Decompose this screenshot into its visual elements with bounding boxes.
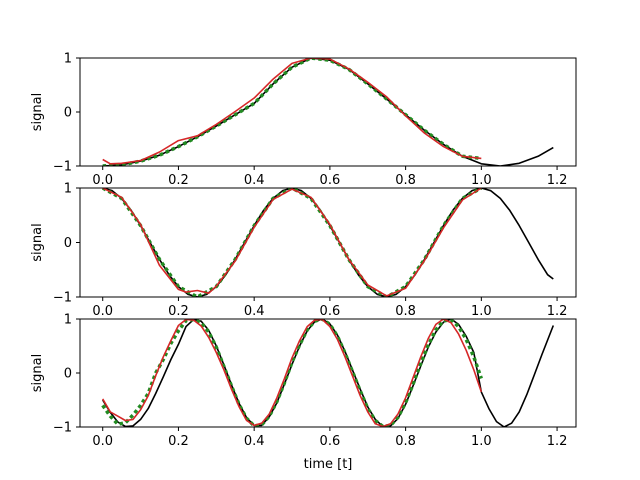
series-line-3: [102, 188, 482, 297]
y-tick-label: 1: [64, 52, 72, 67]
x-tick-label: 0.2: [168, 304, 189, 319]
y-tick-label: 0: [64, 367, 72, 382]
y-tick-label: 1: [64, 313, 72, 328]
x-tick-label: 0.6: [320, 304, 341, 319]
y-tick-label: −1: [53, 291, 72, 306]
series-line-2: [102, 58, 482, 166]
axes-frame: [79, 57, 577, 167]
x-tick-label: 0.0: [92, 304, 113, 319]
y-tick-label: 0: [64, 236, 72, 251]
y-tick-label: −1: [53, 421, 72, 436]
series-line-2: [101, 319, 483, 427]
y-tick-label: 1: [64, 182, 72, 197]
subplot-1: 0.0 0.2 0.4 0.6 0.8 1.0 1.2 1 0 −1 signal: [30, 52, 577, 188]
x-tick-label: 0.8: [395, 434, 416, 449]
series-group: [101, 319, 555, 427]
series-line-1: [102, 58, 554, 166]
axes-frame: [79, 187, 577, 298]
x-tick-label: 1.2: [547, 434, 568, 449]
series-line-3: [102, 58, 482, 165]
x-tick-label: 1.2: [547, 304, 568, 319]
x-tick-label: 0.4: [244, 304, 265, 319]
y-axis-label: signal: [30, 223, 45, 261]
y-axis-label: signal: [30, 354, 45, 392]
y-tick-label: 0: [64, 106, 72, 121]
series-group: [102, 58, 554, 166]
series-line-2: [101, 188, 483, 297]
subplot-2: 0.0 0.2 0.4 0.6 0.8 1.0 1.2 1 0 −1 signal: [30, 182, 577, 319]
x-tick-label: 1.0: [471, 304, 492, 319]
series-line-1: [102, 319, 555, 427]
x-tick-label: 0.8: [395, 304, 416, 319]
x-tick-label: 1.2: [547, 173, 568, 188]
y-tick-label: −1: [53, 160, 72, 175]
series-line-1: [102, 188, 554, 297]
axes-frame: [79, 318, 577, 428]
x-tick-label: 0.2: [168, 173, 189, 188]
subplot-3: 0.0 0.2 0.4 0.6 0.8 1.0 1.2 1 0 −1 signal time [t]: [30, 313, 577, 472]
y-axis-label: signal: [30, 93, 45, 131]
x-tick-label: 0.0: [92, 434, 113, 449]
x-tick-label: 0.8: [395, 173, 416, 188]
x-tick-label: 0.6: [320, 173, 341, 188]
x-tick-label: 0.6: [320, 434, 341, 449]
x-tick-label: 1.0: [471, 434, 492, 449]
series-group: [101, 188, 554, 297]
x-tick-label: 0.4: [244, 434, 265, 449]
x-tick-label: 0.0: [92, 173, 113, 188]
x-tick-label: 1.0: [471, 173, 492, 188]
x-axis-label: time [t]: [304, 457, 353, 472]
series-line-3: [102, 319, 483, 427]
x-tick-label: 0.2: [168, 434, 189, 449]
x-tick-label: 0.4: [244, 173, 265, 188]
